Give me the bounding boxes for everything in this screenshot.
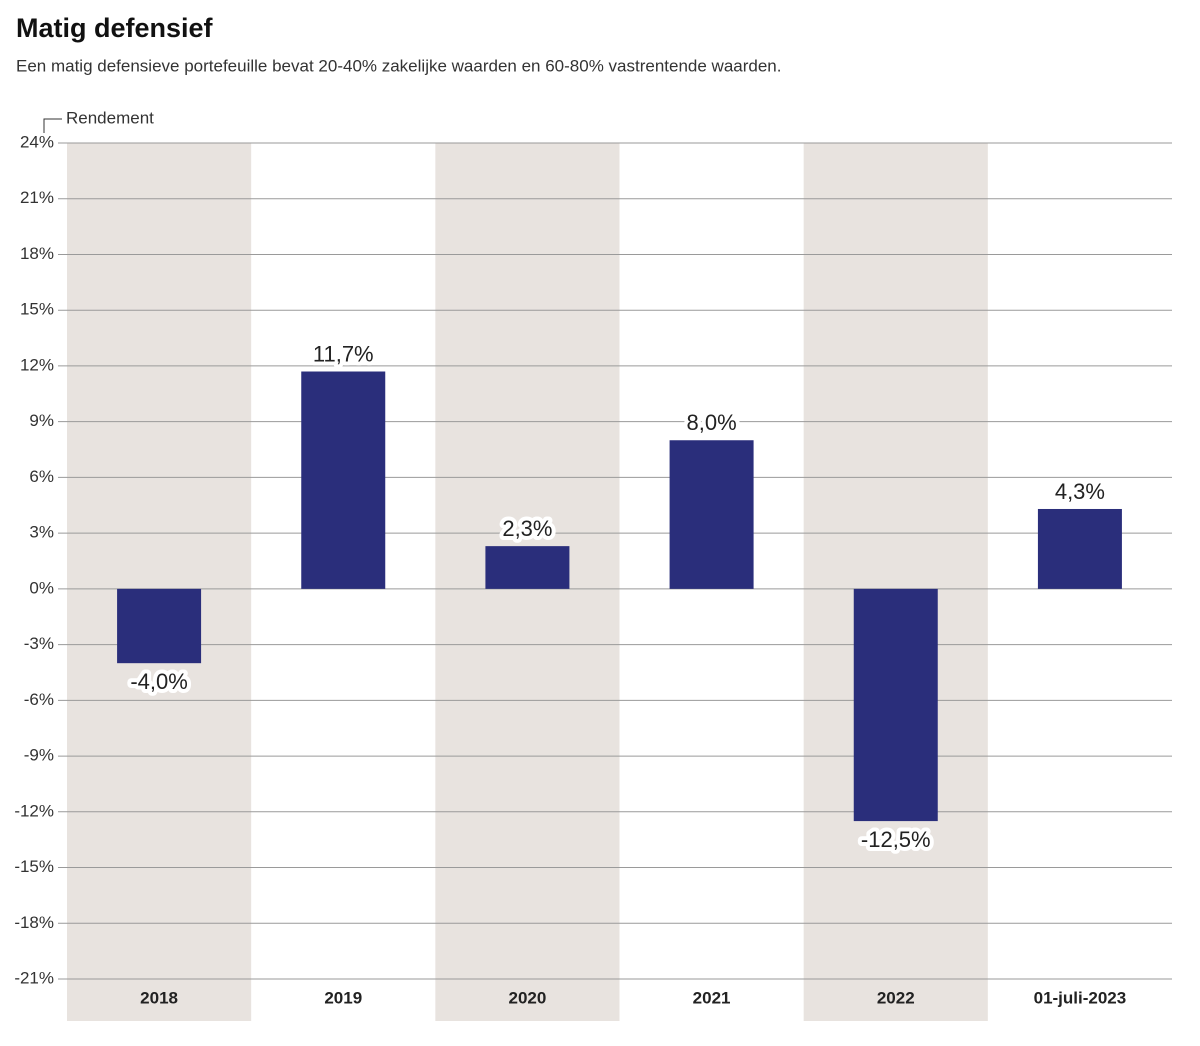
y-tick-label: -6% — [24, 690, 54, 709]
y-tick-label: 6% — [29, 467, 54, 486]
y-tick-label: 21% — [20, 188, 54, 207]
y-tick-label: -12% — [14, 801, 54, 820]
marks: 2018 -4,0% 2019 11,7% 2020 2,3% 2021 8,0% 2022 -1… — [117, 337, 1127, 1007]
y-tick-label: 0% — [29, 578, 54, 597]
band — [803, 143, 988, 1021]
x-tick-label: 01-juli-2023 — [1034, 988, 1127, 1007]
axis-label-bracket — [43, 118, 62, 133]
bar — [853, 588, 938, 822]
y-tick-label: -9% — [24, 746, 54, 765]
x-tick-label: 2018 — [140, 988, 178, 1007]
y-tick-label: 18% — [20, 244, 54, 263]
value-label: -12,5% — [861, 827, 931, 852]
y-tick-label: -3% — [24, 634, 54, 653]
chart-title: Matig defensief — [16, 13, 214, 43]
y-tick-label: 3% — [29, 523, 54, 542]
y-tick-label: -18% — [14, 913, 54, 932]
x-tick-label: 2022 — [877, 988, 915, 1007]
value-label: 2,3% — [502, 516, 552, 541]
value-label: 8,0% — [687, 410, 737, 435]
x-tick-label: 2020 — [509, 988, 547, 1007]
y-tick-label: 12% — [20, 355, 54, 374]
y-axis-label: Rendement — [66, 108, 154, 127]
value-label: 11,7% — [313, 341, 374, 366]
y-tick-label: 9% — [29, 411, 54, 430]
y-tick-label: -15% — [14, 857, 54, 876]
band — [67, 143, 252, 1021]
y-tick-label: 15% — [20, 300, 54, 319]
bar — [1037, 508, 1122, 589]
chart-subtitle: Een matig defensieve portefeuille bevat … — [16, 56, 781, 75]
value-label: 4,3% — [1055, 479, 1105, 504]
bar — [485, 546, 570, 589]
bar — [117, 588, 202, 664]
y-tick-label: 24% — [20, 132, 54, 151]
y-tick-label: -21% — [14, 968, 54, 987]
x-tick-label: 2021 — [693, 988, 731, 1007]
bar — [301, 371, 386, 589]
value-label: -4,0% — [130, 669, 187, 694]
grid: 24% 21% 18% 15% 12% 9% 6% 3% 0% -3% -6% -9% -12% -15%… — [14, 132, 1172, 987]
bar — [669, 440, 754, 589]
x-tick-label: 2019 — [324, 988, 362, 1007]
